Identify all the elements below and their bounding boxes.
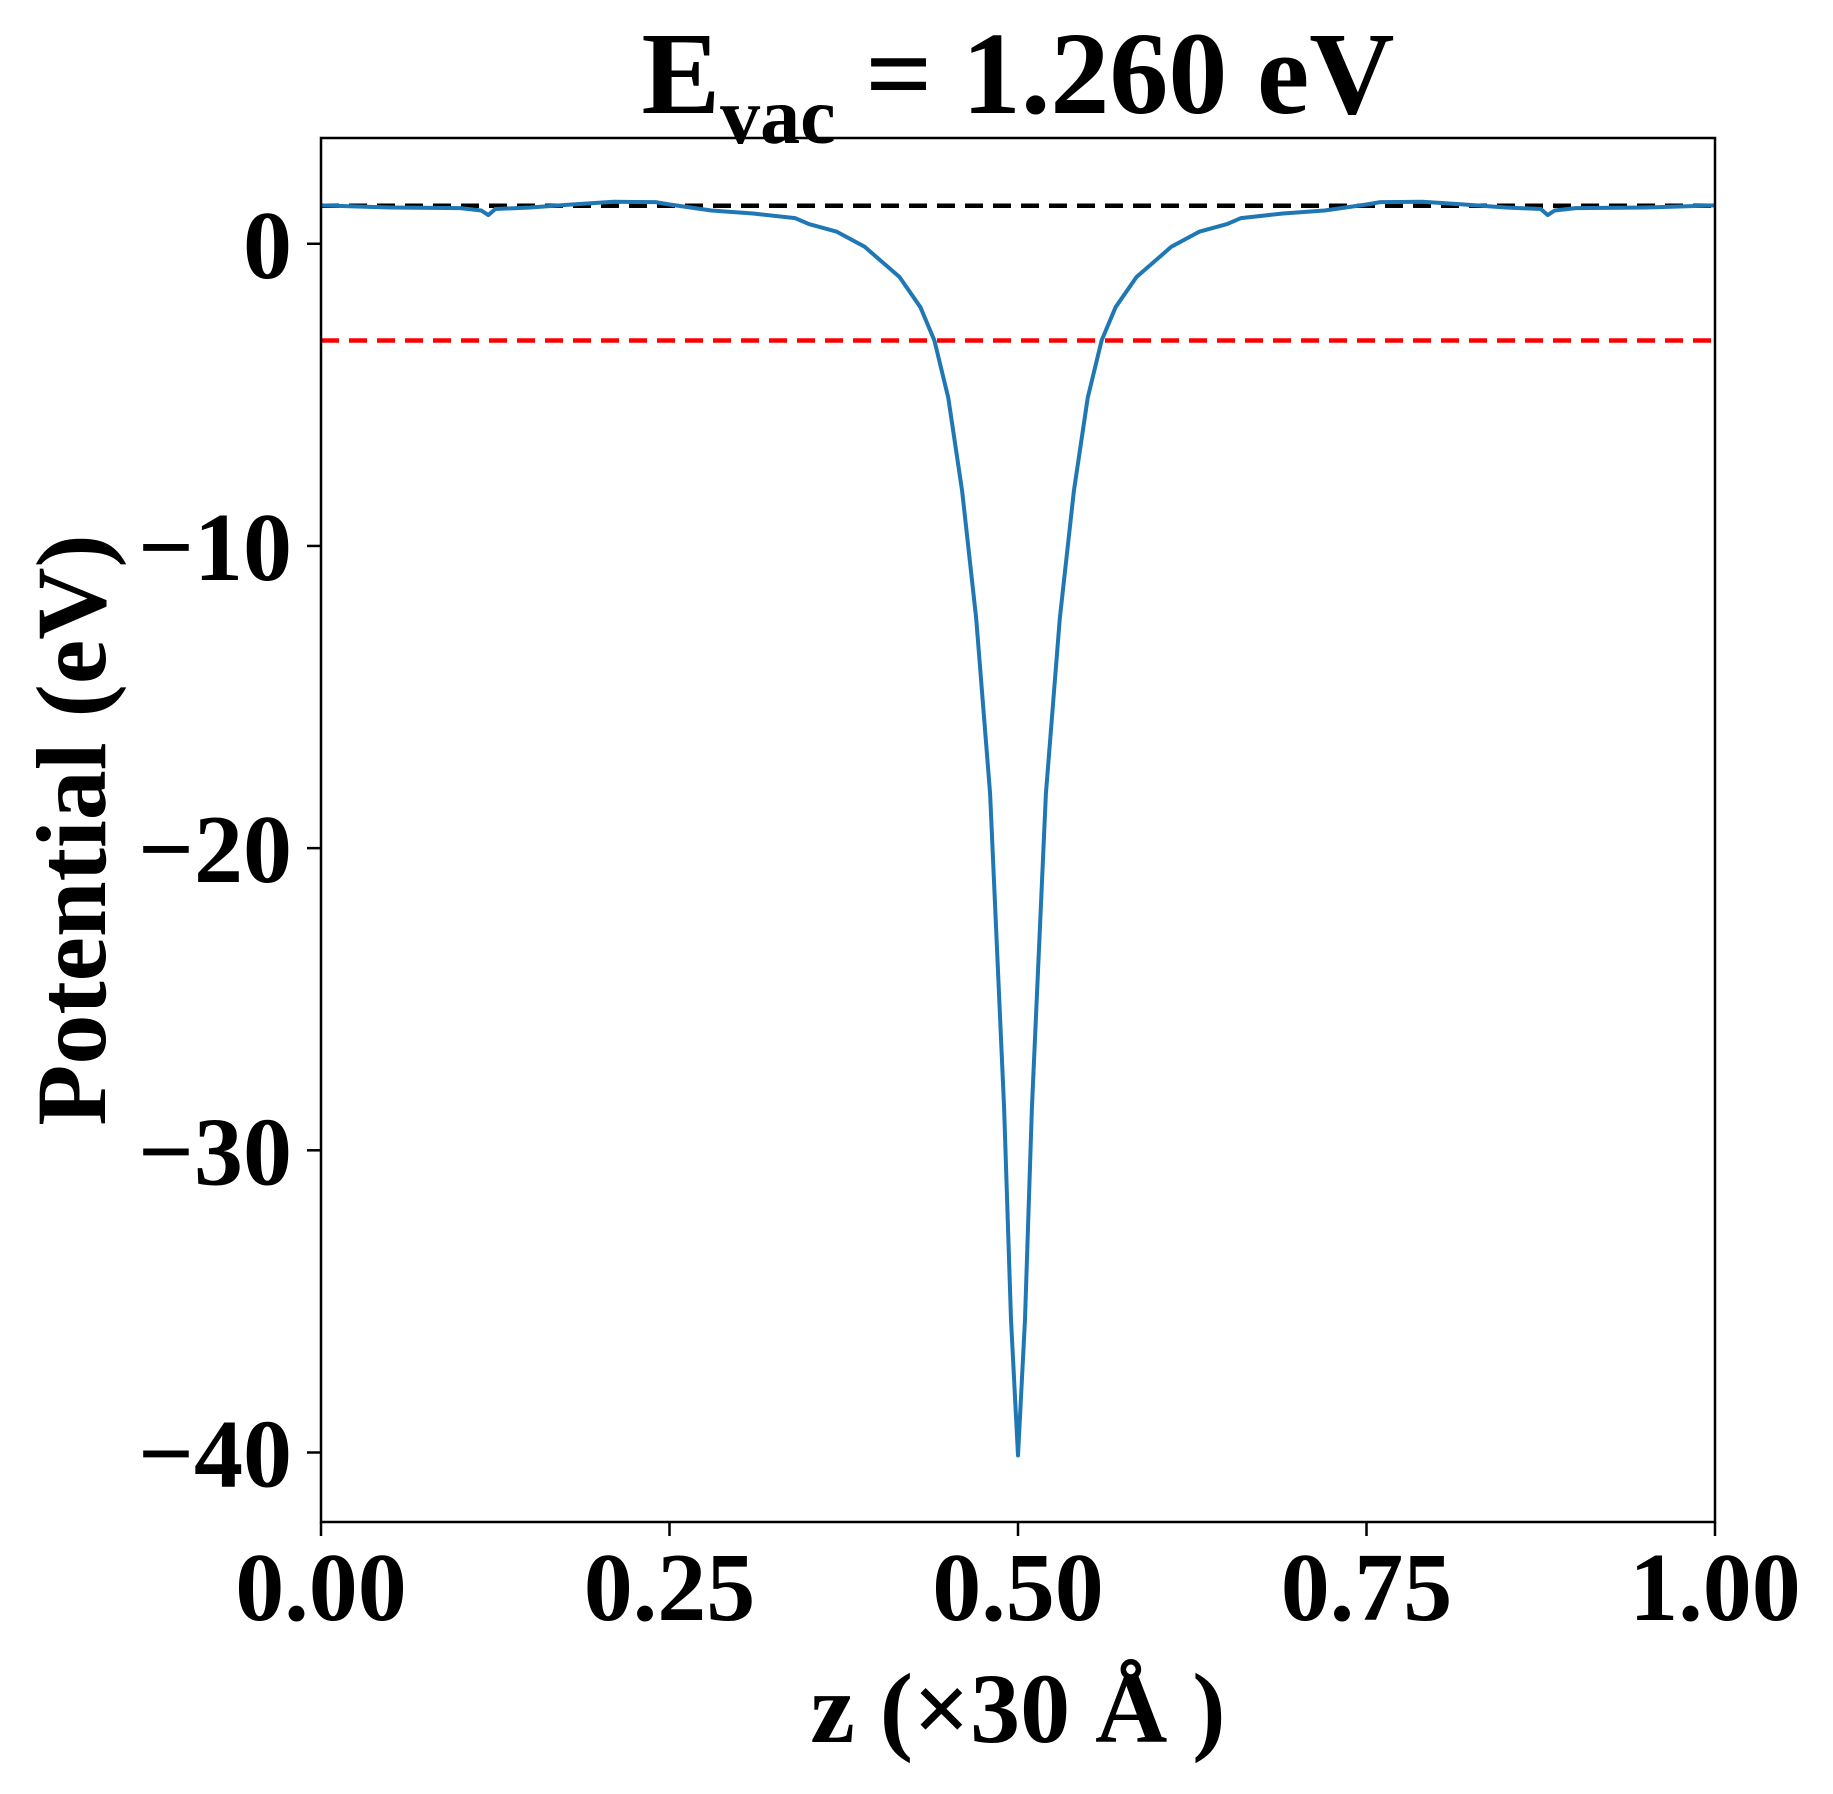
plot-area: [320, 199, 1716, 1458]
y-tick-label: −20: [138, 796, 292, 904]
x-tick-label: 0.25: [584, 1534, 756, 1642]
y-axis-label: Potential (eV): [16, 534, 127, 1125]
x-axis-label: z (×30 Å ): [810, 1653, 1225, 1764]
y-tick-label: −10: [138, 494, 292, 602]
title-subscript: vac: [720, 73, 836, 161]
y-tick-label: 0: [243, 192, 292, 300]
title-main: E: [641, 8, 720, 139]
x-axis-ticks: 0.00 0.25 0.50 0.75 1.00: [235, 1522, 1801, 1642]
y-axis-ticks: 0 −10 −20 −30 −40: [138, 192, 321, 1508]
x-tick-label: 0.50: [932, 1534, 1104, 1642]
chart-title: Evac = 1.260 eV: [641, 8, 1394, 161]
y-tick-label: −30: [138, 1098, 292, 1206]
planar-averaged-potential-line: [320, 199, 1716, 1458]
title-rest: = 1.260 eV: [836, 8, 1395, 139]
y-tick-label: −40: [138, 1400, 292, 1508]
x-tick-label: 1.00: [1629, 1534, 1801, 1642]
axes-frame: [319, 136, 1717, 1524]
x-tick-label: 0.00: [235, 1534, 407, 1642]
x-tick-label: 0.75: [1281, 1534, 1453, 1642]
